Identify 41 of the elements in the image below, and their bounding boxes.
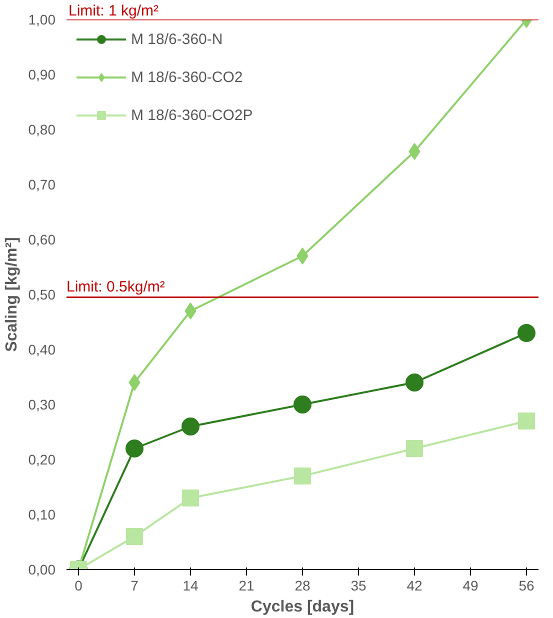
point [126, 440, 144, 458]
x-tick-label: 35 [350, 578, 366, 594]
point [182, 490, 199, 506]
point [406, 440, 423, 457]
y-tick-label: 0,00 [28, 562, 56, 578]
x-tick-label: 21 [238, 578, 254, 594]
point [126, 528, 143, 545]
point [294, 468, 311, 484]
point [518, 412, 535, 430]
x-tick-label: 49 [462, 578, 478, 594]
y-axis-title: Scaling [kg/m²] [3, 237, 20, 352]
point [184, 302, 196, 320]
point [128, 374, 140, 391]
x-tick-label: 56 [518, 578, 534, 594]
x-axis-title: Cycles [days] [250, 598, 354, 616]
point [182, 418, 200, 436]
point [406, 374, 424, 392]
point [296, 248, 308, 264]
y-tick-label: 0,70 [28, 176, 56, 192]
ref-line-label: Limit: 1 kg/m² [68, 2, 159, 20]
point [408, 143, 420, 160]
point [518, 324, 536, 342]
y-tick-label: 0,20 [28, 452, 56, 468]
y-tick-label: 0,40 [28, 342, 56, 358]
x-tick-label: 7 [130, 578, 139, 594]
y-tick-label: 0,80 [28, 122, 56, 138]
legend-label: M 18/6-360-CO2P [131, 106, 253, 124]
y-tick-label: 0,90 [28, 66, 56, 82]
x-tick-label: 28 [294, 578, 310, 594]
point [294, 396, 312, 414]
x-tick-label: 0 [74, 578, 83, 594]
x-tick-label: 14 [182, 578, 198, 594]
y-tick-label: 0,30 [28, 396, 56, 412]
ref-line-label: Limit: 0.5kg/m² [66, 278, 165, 296]
y-tick-label: 0,10 [28, 506, 56, 522]
legend-label: M 18/6-360-N [131, 30, 223, 48]
y-tick-label: 0,60 [28, 232, 56, 248]
x-tick-label: 42 [406, 578, 422, 594]
legend-label: M 18/6-360-CO2 [131, 68, 243, 86]
y-tick-label: 1,00 [28, 12, 56, 28]
y-tick-label: 0,50 [28, 286, 56, 302]
